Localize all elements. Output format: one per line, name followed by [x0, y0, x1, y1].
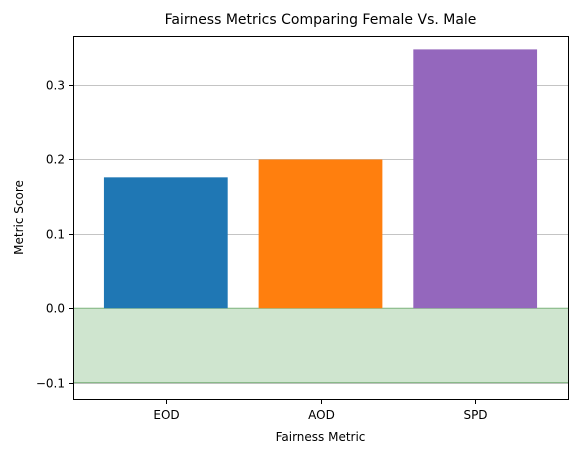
x-tick-label: AOD — [308, 408, 335, 422]
y-tick-label: 0.0 — [46, 302, 65, 316]
y-tick-label: 0.3 — [46, 79, 65, 93]
y-axis-ticks: −0.1 0.0 0.1 0.2 0.3 — [36, 79, 73, 391]
plot-frame — [73, 36, 569, 400]
x-axis-label: Fairness Metric — [276, 430, 366, 444]
x-axis-ticks: EOD AOD SPD — [153, 400, 488, 422]
bar-spd — [413, 49, 538, 309]
y-tick-label: −0.1 — [36, 377, 65, 391]
x-tick-label: EOD — [153, 408, 179, 422]
fair-range-band — [73, 307, 568, 384]
band-fill — [73, 308, 568, 383]
x-tick-label: SPD — [463, 408, 487, 422]
bar-eod — [103, 177, 228, 309]
y-tick-label: 0.2 — [46, 153, 65, 167]
bar-aod — [258, 159, 383, 309]
chart-title: Fairness Metrics Comparing Female Vs. Ma… — [165, 12, 477, 28]
y-axis-label: Metric Score — [12, 180, 26, 255]
y-tick-label: 0.1 — [46, 228, 65, 242]
bars — [103, 49, 538, 309]
